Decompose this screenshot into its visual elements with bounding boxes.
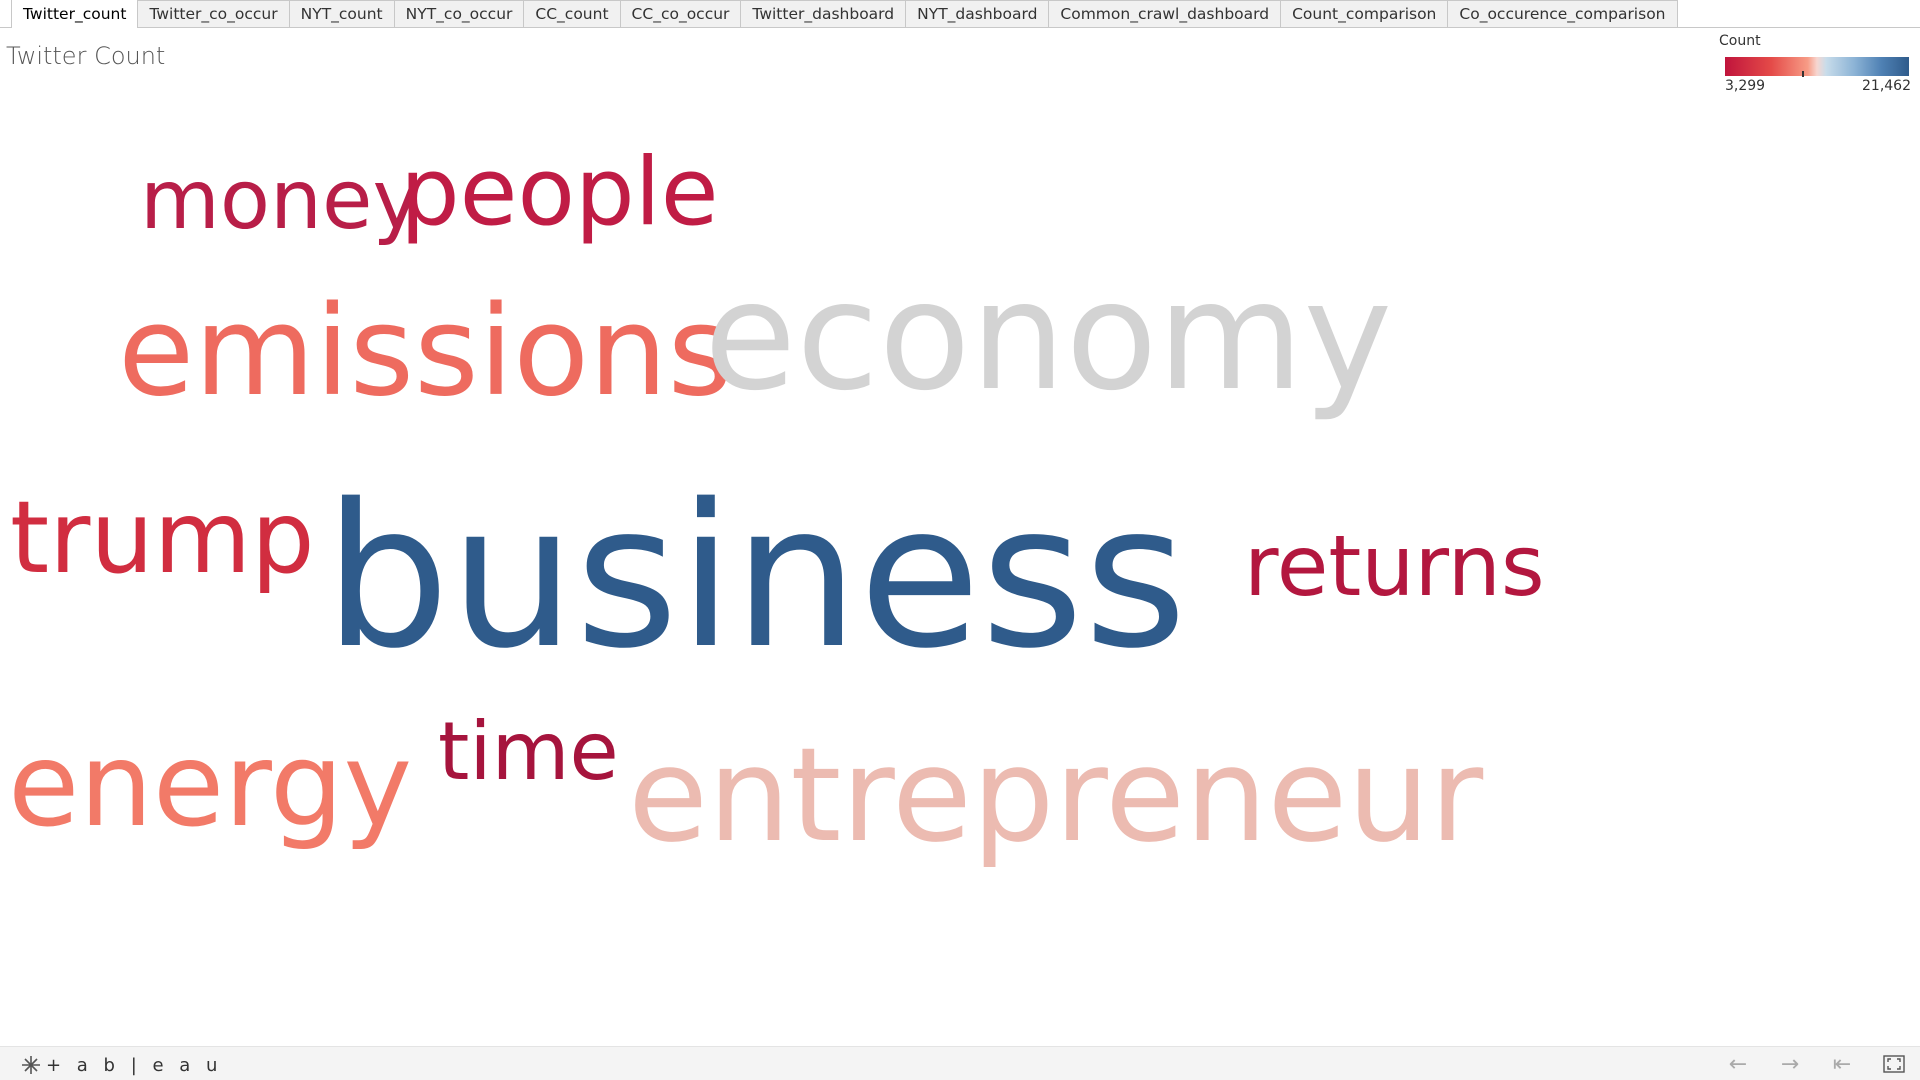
undo-arrow-icon: ← xyxy=(1728,1051,1748,1077)
tab-twitter-co-occur[interactable]: Twitter_co_occur xyxy=(138,0,290,27)
tab-cc-count[interactable]: CC_count xyxy=(524,0,621,27)
tab-common-crawl-dashboard[interactable]: Common_crawl_dashboard xyxy=(1049,0,1282,27)
legend-marker xyxy=(1802,71,1805,77)
tab-twitter-count[interactable]: Twitter_count xyxy=(11,0,139,28)
tab-cc-co-occur[interactable]: CC_co_occur xyxy=(620,0,742,27)
undo-button[interactable]: ← xyxy=(1720,1051,1756,1077)
word-people[interactable]: people xyxy=(400,138,719,247)
redo-arrow-icon: → xyxy=(1780,1051,1800,1077)
fullscreen-icon xyxy=(1883,1055,1905,1073)
word-entrepreneur[interactable]: entrepreneur xyxy=(628,719,1484,871)
tab-nyt-dashboard[interactable]: NYT_dashboard xyxy=(906,0,1050,27)
tab-nyt-co-occur[interactable]: NYT_co_occur xyxy=(394,0,525,27)
revert-button[interactable]: ⇤ xyxy=(1824,1051,1860,1077)
tableau-logo-text: + a b | e a u xyxy=(46,1054,223,1076)
word-energy[interactable]: energy xyxy=(8,718,413,853)
tab-co-occurence-comparison[interactable]: Co_occurence_comparison xyxy=(1448,0,1678,27)
tab-twitter-dashboard[interactable]: Twitter_dashboard xyxy=(741,0,907,27)
redo-button[interactable]: → xyxy=(1772,1051,1808,1077)
legend-max-label: 21,462 xyxy=(1862,78,1911,94)
sheet-tab-bar: Twitter_count Twitter_co_occur NYT_count… xyxy=(0,0,1920,28)
legend-min-label: 3,299 xyxy=(1725,78,1766,94)
tab-count-comparison[interactable]: Count_comparison xyxy=(1281,0,1449,27)
legend-title: Count xyxy=(1719,33,1761,49)
tableau-logo-icon xyxy=(22,1056,40,1074)
word-money[interactable]: money xyxy=(140,153,421,248)
tableau-logo[interactable]: + a b | e a u xyxy=(20,1054,222,1076)
revert-icon: ⇤ xyxy=(1832,1051,1852,1077)
color-legend[interactable]: Count 3,299 21,462 xyxy=(1718,33,1911,94)
word-trump[interactable]: trump xyxy=(10,479,315,596)
word-emissions[interactable]: emissions xyxy=(118,280,733,424)
tab-nyt-count[interactable]: NYT_count xyxy=(289,0,395,27)
word-time[interactable]: time xyxy=(438,705,619,798)
footer-toolbar: + a b | e a u ← → ⇤ xyxy=(0,1046,1920,1080)
sheet-title: Twitter Count xyxy=(6,42,166,70)
word-economy[interactable]: economy xyxy=(704,250,1393,424)
word-business[interactable]: business xyxy=(324,461,1187,692)
legend-gradient-bar xyxy=(1725,57,1909,77)
fullscreen-button[interactable] xyxy=(1876,1052,1912,1076)
word-returns[interactable]: returns xyxy=(1244,517,1545,615)
